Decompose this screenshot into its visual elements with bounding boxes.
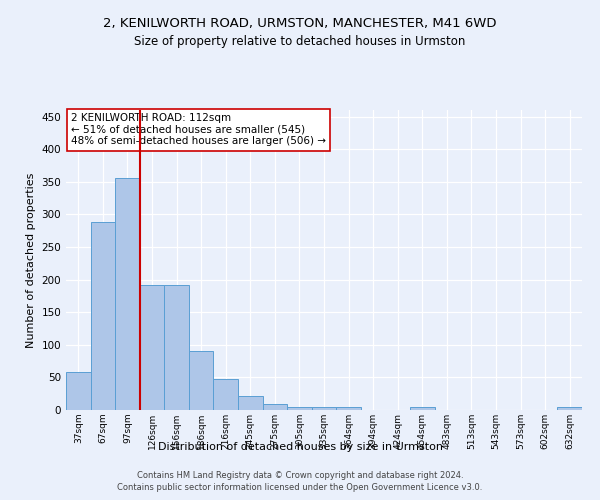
Bar xyxy=(140,285,164,410)
Text: 2, KENILWORTH ROAD, URMSTON, MANCHESTER, M41 6WD: 2, KENILWORTH ROAD, URMSTON, MANCHESTER,… xyxy=(103,18,497,30)
Bar xyxy=(287,406,312,410)
Text: Contains HM Land Registry data © Crown copyright and database right 2024.
Contai: Contains HM Land Registry data © Crown c… xyxy=(118,471,482,492)
Text: Size of property relative to detached houses in Urmston: Size of property relative to detached ho… xyxy=(134,35,466,48)
Bar xyxy=(263,404,287,410)
Bar xyxy=(336,406,361,410)
Bar xyxy=(66,372,91,410)
Bar xyxy=(115,178,140,410)
Bar xyxy=(164,285,189,410)
Bar xyxy=(189,350,214,410)
Y-axis label: Number of detached properties: Number of detached properties xyxy=(26,172,36,348)
Text: Distribution of detached houses by size in Urmston: Distribution of detached houses by size … xyxy=(157,442,443,452)
Bar xyxy=(312,406,336,410)
Bar xyxy=(214,380,238,410)
Bar xyxy=(557,408,582,410)
Bar xyxy=(91,222,115,410)
Bar xyxy=(410,408,434,410)
Text: 2 KENILWORTH ROAD: 112sqm
← 51% of detached houses are smaller (545)
48% of semi: 2 KENILWORTH ROAD: 112sqm ← 51% of detac… xyxy=(71,114,326,146)
Bar xyxy=(238,396,263,410)
